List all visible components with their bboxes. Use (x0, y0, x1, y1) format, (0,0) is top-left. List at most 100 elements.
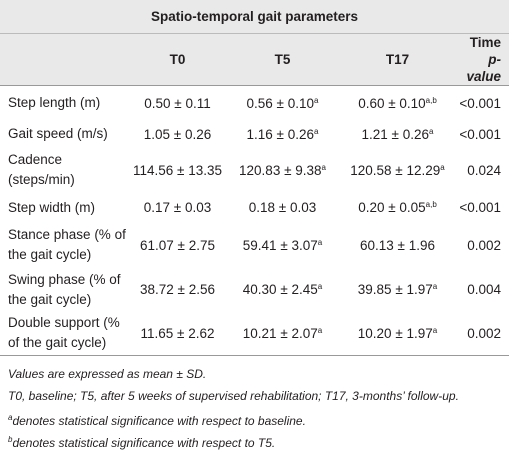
cell-value: 0.024 (467, 162, 502, 178)
data-row: Double support (% of the gait cycle) 11.6… (0, 311, 509, 356)
cell: 0.60 ± 0.10a,b (340, 86, 455, 121)
cell-value: 0.60 ± 0.10 (358, 95, 426, 111)
cell: 1.21 ± 0.26a (340, 121, 455, 148)
cell-value: 10.20 ± 1.97 (357, 325, 433, 341)
data-row: Step length (m) 0.50 ± 0.11 0.56 ± 0.10a 0.… (0, 86, 509, 121)
cell-value: 11.65 ± 2.62 (140, 325, 215, 341)
cell-value: 10.21 ± 2.07 (242, 325, 318, 341)
cell: <0.001 (455, 86, 509, 121)
cell-value: 0.004 (467, 282, 502, 297)
cell-value: 0.20 ± 0.05 (358, 200, 426, 215)
cell-value: 38.72 ± 2.56 (140, 282, 215, 297)
cell: 120.83 ± 9.38a (225, 148, 340, 193)
footnote: Values are expressed as mean ± SD. (8, 364, 509, 386)
superscript: a (314, 126, 319, 136)
footnote: bdenotes statistical significance with r… (8, 429, 509, 451)
cell: 38.72 ± 2.56 (130, 268, 225, 312)
cell: 0.024 (455, 148, 509, 193)
cell-value: <0.001 (459, 95, 502, 111)
cell: 10.21 ± 2.07a (225, 311, 340, 356)
data-row: Stance phase (% of the gait cycle) 61.07 … (0, 223, 509, 268)
superscript: a (321, 162, 326, 172)
column-header: T17 (340, 33, 455, 86)
title-row: Spatio-temporal gait parameters (0, 0, 509, 34)
cell-value: 0.50 ± 0.11 (144, 95, 211, 111)
header-line: p-value (466, 52, 502, 84)
cell-value: 0.002 (467, 237, 502, 253)
superscript: a (317, 325, 323, 335)
cell: 0.56 ± 0.10a (225, 86, 340, 121)
cell: <0.001 (455, 121, 509, 148)
cell: 0.17 ± 0.03 (130, 193, 225, 223)
row-label: Gait speed (m/s) (8, 126, 108, 141)
cell: 1.05 ± 0.26 (130, 121, 225, 148)
column-header: Time p-value (455, 33, 509, 86)
cell-value: 0.18 ± 0.03 (248, 200, 317, 215)
cell-value: 0.17 ± 0.03 (143, 200, 212, 215)
footnote-mark: b (8, 435, 13, 445)
cell-value: 61.07 ± 2.75 (140, 237, 215, 253)
cell: 0.50 ± 0.11 (130, 86, 225, 121)
cell: 40.30 ± 2.45a (225, 268, 340, 312)
cell-value: 39.85 ± 1.97 (357, 282, 433, 297)
superscript: a (314, 95, 319, 105)
cell: 0.002 (455, 223, 509, 268)
cell: 10.20 ± 1.97a (340, 311, 455, 356)
superscript: a (317, 282, 323, 291)
footnote: T0, baseline; T5, after 5 weeks of super… (8, 386, 509, 408)
footnote-text: denotes statistical significance with re… (12, 414, 306, 429)
cell: 120.58 ± 12.29a (340, 148, 455, 193)
footnote-mark: a (8, 413, 13, 423)
cell-value: 120.58 ± 12.29 (350, 162, 441, 178)
superscript: a (432, 282, 438, 291)
cell-value: 0.56 ± 0.10 (246, 95, 314, 111)
data-table: Spatio-temporal gait parameters T0 T5 T17 T… (0, 0, 509, 356)
cell: 0.20 ± 0.05a,b (340, 193, 455, 223)
row-label: Stance phase (% of the gait cycle) (8, 227, 126, 262)
footnotes: Values are expressed as mean ± SD. T0, ba… (0, 364, 509, 451)
cell: 59.41 ± 3.07a (225, 223, 340, 268)
cell: 0.18 ± 0.03 (225, 193, 340, 223)
footnote: adenotes statistical significance with r… (8, 407, 509, 429)
row-label: Step width (m) (8, 199, 96, 215)
data-row: Gait speed (m/s) 1.05 ± 0.26 1.16 ± 0.26a 1… (0, 121, 509, 148)
column-header: T5 (225, 33, 340, 86)
cell-value: 114.56 ± 13.35 (133, 162, 222, 178)
row-label: Cadence (steps/min) (8, 152, 75, 187)
footnote-text: T0, baseline; T5, after 5 weeks of super… (8, 388, 459, 403)
cell: 61.07 ± 2.75 (130, 223, 225, 268)
row-label: Double support (% of the gait cycle) (0, 311, 130, 356)
cell-value: 59.41 ± 3.07 (242, 237, 318, 253)
table-title: Spatio-temporal gait parameters (0, 0, 509, 34)
row-label: Swing phase (% of the gait cycle) (8, 271, 121, 307)
footnote-text: denotes statistical significance with re… (12, 436, 276, 451)
data-row: Swing phase (% of the gait cycle) 38.72 ±… (0, 268, 509, 312)
header-blank (0, 33, 130, 86)
superscript: a (429, 126, 434, 136)
footnote-text: Values are expressed as mean ± SD. (8, 367, 207, 381)
cell-value: <0.001 (459, 200, 502, 215)
column-header: T0 (130, 33, 225, 86)
data-row: Step width (m) 0.17 ± 0.03 0.18 ± 0.03 0.20… (0, 193, 509, 223)
cell-value: 1.16 ± 0.26 (246, 126, 314, 142)
superscript: a (317, 237, 323, 247)
cell-value: 1.21 ± 0.26 (361, 126, 429, 142)
cell: 0.002 (455, 311, 509, 356)
cell-value: <0.001 (459, 126, 502, 142)
cell: <0.001 (455, 193, 509, 223)
cell-value: 60.13 ± 1.96 (360, 237, 435, 253)
cell-value: 40.30 ± 2.45 (242, 282, 318, 297)
superscript: a (440, 162, 445, 172)
cell: 11.65 ± 2.62 (130, 311, 225, 356)
header-row: T0 T5 T17 Time p-value (0, 33, 509, 86)
cell-value: 0.002 (467, 325, 502, 341)
superscript: a (432, 325, 438, 335)
cell: 114.56 ± 13.35 (130, 148, 225, 193)
cell: 60.13 ± 1.96 (340, 223, 455, 268)
data-row: Cadence (steps/min) 114.56 ± 13.35 120.83 … (0, 148, 509, 193)
cell-value: 120.83 ± 9.38 (239, 162, 322, 178)
row-label: Step length (m) (8, 95, 101, 111)
cell: 0.004 (455, 268, 509, 312)
cell-value: 1.05 ± 0.26 (143, 126, 212, 142)
